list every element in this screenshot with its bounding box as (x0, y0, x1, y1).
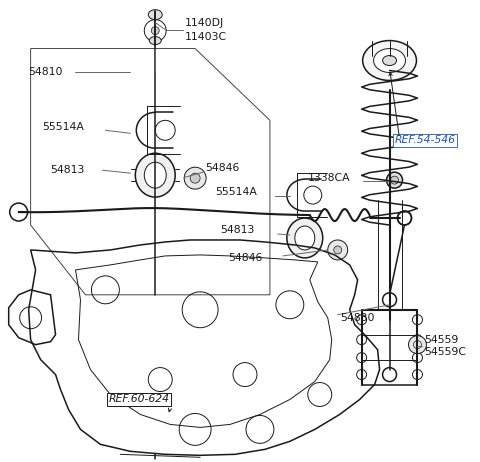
Ellipse shape (135, 153, 175, 197)
Circle shape (328, 240, 348, 260)
Text: 54559: 54559 (424, 334, 459, 345)
Circle shape (408, 336, 426, 353)
Text: 54830: 54830 (340, 313, 374, 323)
Text: 54810: 54810 (29, 67, 63, 78)
Ellipse shape (362, 41, 417, 80)
Text: REF.54-546: REF.54-546 (395, 135, 456, 145)
Ellipse shape (287, 218, 323, 258)
Ellipse shape (148, 10, 162, 20)
Ellipse shape (383, 55, 396, 66)
Circle shape (391, 176, 398, 184)
Ellipse shape (373, 49, 406, 73)
Ellipse shape (149, 36, 161, 44)
Ellipse shape (295, 226, 315, 250)
Text: 1338CA: 1338CA (308, 173, 350, 183)
Text: 54846: 54846 (228, 253, 263, 263)
Circle shape (151, 27, 159, 35)
Text: 55514A: 55514A (215, 187, 257, 197)
Text: 54813: 54813 (220, 225, 254, 235)
Text: REF.60-624: REF.60-624 (108, 395, 169, 405)
Circle shape (190, 173, 200, 183)
Text: 55514A: 55514A (43, 122, 84, 132)
Text: 54846: 54846 (205, 163, 240, 173)
Ellipse shape (144, 162, 166, 188)
Text: 54559C: 54559C (424, 346, 467, 357)
Circle shape (334, 246, 342, 254)
Text: 1140DJ: 1140DJ (185, 18, 225, 28)
Circle shape (184, 167, 206, 189)
Text: 11403C: 11403C (185, 31, 228, 42)
Circle shape (386, 172, 403, 188)
Text: 54813: 54813 (50, 165, 85, 175)
